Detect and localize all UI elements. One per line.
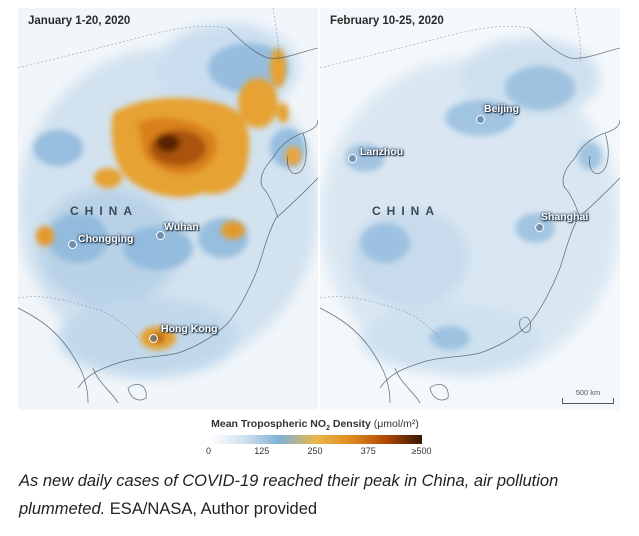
map-panel-february: February 10-25, 2020 CHINA Beijing Lanzh…	[320, 8, 620, 410]
legend-title-prefix: Mean Tropospheric NO	[211, 418, 327, 430]
legend-title-suffix: Density	[329, 418, 374, 430]
beijing-marker	[476, 115, 485, 124]
panel-title-january: January 1-20, 2020	[28, 15, 131, 27]
city-label-hong-kong: Hong Kong	[161, 323, 218, 335]
legend-tick: 125	[254, 446, 270, 457]
legend-tick: 0	[205, 446, 212, 457]
caption-credit: ESA/NASA, Author provided	[105, 500, 318, 518]
legend-tick: 250	[307, 446, 323, 457]
chongqing-marker	[68, 240, 77, 249]
legend-ticks: 0 125 250 375 ≥500	[205, 444, 431, 458]
shanghai-marker	[535, 223, 544, 232]
city-label-shanghai: Shanghai	[541, 211, 589, 223]
legend-title-subscript: 2	[326, 425, 330, 433]
legend-unit: (μmol/m²)	[373, 418, 419, 430]
coastlines	[18, 27, 318, 404]
no2-map-january	[18, 8, 318, 410]
hong-kong-marker	[149, 334, 158, 343]
city-label-lanzhou: Lanzhou	[360, 146, 404, 158]
city-label-chongqing: Chongqing	[78, 233, 134, 245]
legend-title: Mean Tropospheric NO2 Density (μmol/m²)	[190, 418, 440, 432]
caption-italic: As new daily cases of COVID-19 reached t…	[19, 472, 559, 518]
color-legend: Mean Tropospheric NO2 Density (μmol/m²) …	[190, 418, 440, 458]
scale-line	[562, 398, 614, 404]
scale-label: 500 km	[575, 388, 601, 397]
pollution-hotspots	[36, 48, 301, 350]
legend-tick: ≥500	[411, 446, 432, 457]
no2-map-february	[320, 8, 620, 410]
city-label-beijing: Beijing	[484, 103, 520, 115]
city-label-wuhan: Wuhan	[164, 221, 199, 233]
map-panel-january: January 1-20, 2020 CHINA Wuhan Chongqing…	[18, 8, 318, 410]
country-label-china: CHINA	[372, 204, 440, 218]
wuhan-marker	[156, 231, 165, 240]
country-label-china: CHINA	[70, 204, 138, 218]
legend-tick: 375	[360, 446, 376, 457]
legend-gradient-bar	[208, 435, 422, 445]
panel-title-february: February 10-25, 2020	[330, 15, 444, 27]
figure-caption: As new daily cases of COVID-19 reached t…	[19, 467, 631, 523]
lanzhou-marker	[348, 154, 357, 163]
scale-bar: 500 km	[562, 388, 614, 404]
